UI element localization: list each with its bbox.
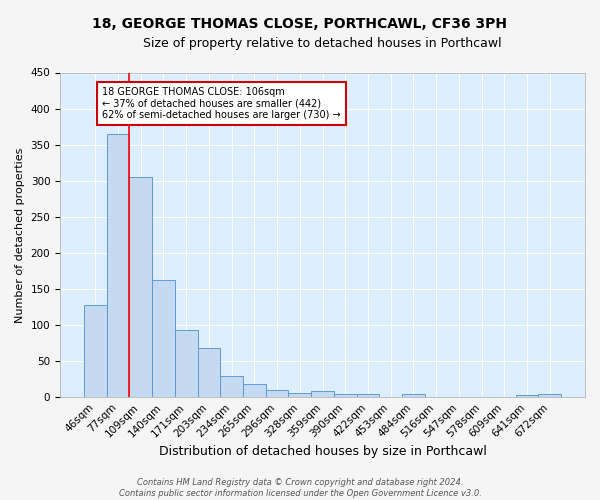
Bar	[515, 395, 538, 397]
Bar	[402, 394, 425, 397]
Bar	[197, 348, 220, 397]
Title: Size of property relative to detached houses in Porthcawl: Size of property relative to detached ho…	[143, 38, 502, 51]
Y-axis label: Number of detached properties: Number of detached properties	[15, 147, 25, 322]
Bar	[538, 394, 561, 397]
Text: 18, GEORGE THOMAS CLOSE, PORTHCAWL, CF36 3PH: 18, GEORGE THOMAS CLOSE, PORTHCAWL, CF36…	[92, 18, 508, 32]
Bar	[107, 134, 130, 397]
Text: Contains HM Land Registry data © Crown copyright and database right 2024.
Contai: Contains HM Land Registry data © Crown c…	[119, 478, 481, 498]
Bar	[266, 390, 289, 397]
Bar	[356, 394, 379, 397]
Bar	[334, 394, 356, 397]
X-axis label: Distribution of detached houses by size in Porthcawl: Distribution of detached houses by size …	[158, 444, 487, 458]
Bar	[289, 393, 311, 397]
Bar	[311, 390, 334, 397]
Bar	[243, 384, 266, 397]
Bar	[175, 330, 197, 397]
Bar	[379, 396, 402, 397]
Text: 18 GEORGE THOMAS CLOSE: 106sqm
← 37% of detached houses are smaller (442)
62% of: 18 GEORGE THOMAS CLOSE: 106sqm ← 37% of …	[102, 87, 341, 120]
Bar	[130, 177, 152, 397]
Bar	[152, 280, 175, 397]
Bar	[220, 376, 243, 397]
Bar	[84, 305, 107, 397]
